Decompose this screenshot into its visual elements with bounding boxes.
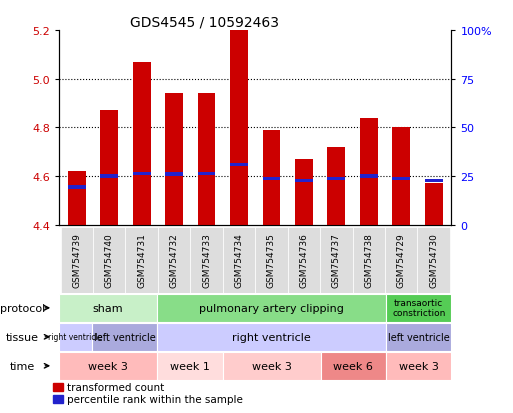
- Bar: [223, 227, 255, 293]
- Bar: [321, 352, 386, 380]
- Bar: [68, 186, 86, 189]
- Bar: [61, 227, 93, 293]
- Bar: [198, 94, 215, 225]
- Bar: [392, 178, 410, 180]
- Text: left ventricle: left ventricle: [93, 332, 155, 342]
- Bar: [53, 395, 63, 404]
- Bar: [327, 147, 345, 225]
- Bar: [198, 173, 215, 176]
- Text: GSM754734: GSM754734: [234, 233, 244, 287]
- Bar: [126, 227, 158, 293]
- Bar: [360, 119, 378, 225]
- Bar: [157, 352, 223, 380]
- Bar: [295, 159, 313, 225]
- Text: GSM754737: GSM754737: [332, 233, 341, 287]
- Bar: [360, 175, 378, 178]
- Text: week 3: week 3: [252, 361, 291, 371]
- Bar: [386, 323, 451, 351]
- Text: week 3: week 3: [88, 361, 128, 371]
- Bar: [165, 94, 183, 225]
- Bar: [327, 178, 345, 180]
- Bar: [59, 294, 157, 322]
- Bar: [386, 352, 451, 380]
- Bar: [223, 352, 321, 380]
- Bar: [352, 227, 385, 293]
- Bar: [263, 131, 280, 225]
- Bar: [165, 173, 183, 176]
- Text: percentile rank within the sample: percentile rank within the sample: [67, 394, 243, 404]
- Text: GSM754729: GSM754729: [397, 233, 406, 287]
- Bar: [101, 175, 118, 178]
- Text: week 1: week 1: [170, 361, 210, 371]
- Bar: [157, 294, 386, 322]
- Bar: [133, 62, 151, 225]
- Bar: [255, 227, 288, 293]
- Bar: [392, 128, 410, 225]
- Text: pulmonary artery clipping: pulmonary artery clipping: [199, 303, 344, 313]
- Bar: [59, 323, 92, 351]
- Bar: [425, 184, 443, 225]
- Bar: [385, 227, 418, 293]
- Bar: [101, 111, 118, 225]
- Bar: [92, 323, 157, 351]
- Text: transaortic
constriction: transaortic constriction: [392, 299, 445, 318]
- Text: GSM754736: GSM754736: [300, 233, 308, 287]
- Text: GDS4545 / 10592463: GDS4545 / 10592463: [130, 16, 279, 30]
- Text: right ventricle: right ventricle: [48, 332, 103, 342]
- Bar: [230, 163, 248, 166]
- Text: week 3: week 3: [399, 361, 439, 371]
- Text: GSM754731: GSM754731: [137, 233, 146, 287]
- Text: GSM754732: GSM754732: [170, 233, 179, 287]
- Bar: [157, 323, 386, 351]
- Text: tissue: tissue: [6, 332, 39, 342]
- Bar: [320, 227, 352, 293]
- Bar: [230, 31, 248, 225]
- Bar: [425, 179, 443, 183]
- Text: time: time: [10, 361, 35, 371]
- Text: GSM754739: GSM754739: [72, 233, 82, 287]
- Text: week 6: week 6: [333, 361, 373, 371]
- Bar: [288, 227, 320, 293]
- Text: GSM754730: GSM754730: [429, 233, 438, 287]
- Bar: [263, 178, 280, 180]
- Text: protocol: protocol: [0, 303, 45, 313]
- Bar: [386, 294, 451, 322]
- Bar: [418, 227, 450, 293]
- Text: GSM754735: GSM754735: [267, 233, 276, 287]
- Bar: [59, 352, 157, 380]
- Text: GSM754733: GSM754733: [202, 233, 211, 287]
- Bar: [53, 383, 63, 392]
- Bar: [68, 172, 86, 225]
- Bar: [158, 227, 190, 293]
- Text: right ventricle: right ventricle: [232, 332, 311, 342]
- Text: left ventricle: left ventricle: [388, 332, 449, 342]
- Bar: [190, 227, 223, 293]
- Text: GSM754740: GSM754740: [105, 233, 114, 287]
- Bar: [133, 173, 151, 176]
- Text: sham: sham: [93, 303, 123, 313]
- Text: transformed count: transformed count: [67, 382, 164, 392]
- Bar: [93, 227, 126, 293]
- Text: GSM754738: GSM754738: [364, 233, 373, 287]
- Bar: [295, 179, 313, 183]
